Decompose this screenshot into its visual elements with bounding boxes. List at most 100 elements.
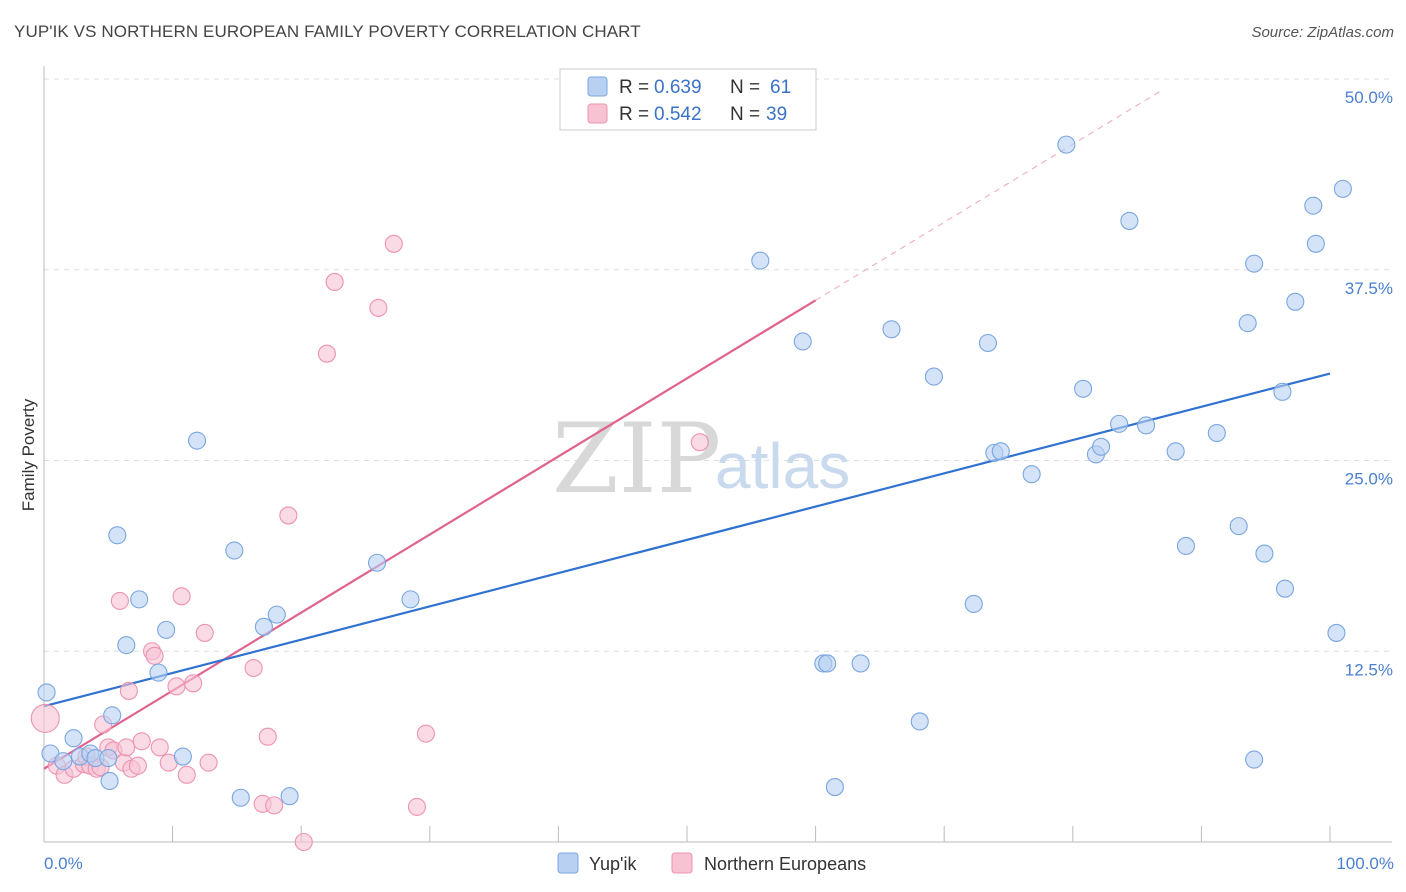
data-point-yupik	[1304, 196, 1323, 215]
legend-n-label-northern-europeans: N =	[730, 104, 760, 125]
data-point-yupik	[991, 442, 1010, 461]
chart-title: YUP'IK VS NORTHERN EUROPEAN FAMILY POVER…	[14, 22, 641, 41]
watermark-zip: ZIP	[552, 403, 721, 515]
correlation-legend: R = 0.639 N = 61 R = 0.542 N = 39	[559, 68, 817, 131]
y-tick-label: 37.5%	[1345, 279, 1393, 298]
data-point-northern-europeans	[317, 344, 336, 363]
data-point-northern-europeans	[265, 796, 284, 815]
data-point-yupik	[751, 251, 770, 270]
data-point-northern-europeans	[416, 724, 435, 743]
legend-r-value-yupik: 0.639	[654, 77, 702, 98]
legend-r-label-yupik: R =	[619, 77, 649, 98]
data-point-yupik	[130, 590, 149, 609]
trendline-extension-northern-europeans	[815, 89, 1164, 301]
data-point-northern-europeans	[172, 587, 191, 606]
x-tick-label-min: 0.0%	[44, 854, 83, 873]
data-point-yupik	[882, 320, 901, 339]
data-point-yupik	[1255, 544, 1274, 563]
data-point-northern-europeans	[110, 591, 129, 610]
data-point-yupik	[64, 729, 83, 748]
y-axis-label: Family Poverty	[19, 398, 38, 511]
data-point-northern-europeans	[325, 272, 344, 292]
bottom-legend-swatch-northern-europeans	[671, 852, 693, 874]
data-point-northern-europeans	[167, 677, 186, 696]
data-point-yupik	[978, 333, 997, 353]
data-point-yupik	[1110, 414, 1129, 433]
legend-n-value-northern-europeans: 39	[766, 104, 787, 125]
data-point-yupik	[793, 332, 812, 351]
data-point-yupik	[37, 683, 56, 702]
legend-r-value-northern-europeans: 0.542	[654, 104, 702, 125]
data-point-northern-europeans	[690, 433, 709, 452]
data-point-northern-europeans	[30, 703, 60, 733]
data-point-yupik	[1273, 382, 1292, 401]
data-point-yupik	[1057, 135, 1076, 154]
data-point-yupik	[825, 778, 844, 797]
data-point-northern-europeans	[119, 681, 138, 700]
y-tick-label: 50.0%	[1345, 88, 1393, 107]
data-point-northern-europeans	[294, 832, 313, 852]
data-point-yupik	[1166, 442, 1185, 461]
data-point-yupik	[173, 747, 192, 766]
series-legend: Yup'ik Northern Europeans	[557, 852, 866, 874]
data-point-northern-europeans	[199, 753, 218, 772]
source-label: Source: ZipAtlas.com	[1251, 24, 1394, 41]
y-tick-label: 12.5%	[1345, 660, 1393, 679]
data-point-northern-europeans	[132, 732, 151, 751]
data-point-yupik	[103, 706, 122, 725]
data-point-yupik	[1074, 379, 1093, 398]
data-point-yupik	[231, 788, 250, 807]
data-point-northern-europeans	[150, 738, 169, 757]
data-point-yupik	[99, 749, 118, 768]
data-point-yupik	[1137, 416, 1156, 435]
data-point-yupik	[1238, 314, 1257, 333]
watermark: ZIP atlas	[552, 403, 850, 515]
data-point-northern-europeans	[117, 738, 136, 757]
trendline-northern-europeans	[43, 299, 817, 770]
data-point-northern-europeans	[369, 298, 388, 317]
data-point-yupik	[1333, 179, 1352, 198]
legend-swatch-yupik	[587, 76, 608, 97]
data-point-yupik	[1092, 437, 1111, 456]
legend-swatch-northern-europeans	[587, 103, 608, 124]
bottom-legend-label-yupik: Yup'ik	[589, 854, 637, 874]
bottom-legend-label-northern-europeans: Northern Europeans	[704, 854, 866, 874]
data-point-yupik	[157, 620, 176, 639]
data-point-yupik	[187, 431, 207, 450]
series-yupik	[37, 135, 1352, 807]
y-tick-label: 25.0%	[1345, 470, 1393, 489]
data-point-yupik	[267, 605, 286, 624]
data-point-yupik	[401, 590, 420, 609]
legend-n-value-yupik: 61	[770, 77, 791, 98]
x-tick-label-max: 100.0%	[1336, 854, 1394, 873]
data-point-yupik	[1120, 211, 1139, 230]
data-point-yupik	[1207, 423, 1226, 443]
data-point-yupik	[108, 526, 127, 545]
data-point-yupik	[117, 636, 136, 655]
data-point-yupik	[1022, 465, 1041, 484]
data-point-northern-europeans	[384, 234, 403, 253]
data-point-yupik	[1286, 292, 1305, 311]
data-point-yupik	[1245, 254, 1264, 273]
data-point-northern-europeans	[279, 506, 298, 525]
data-point-yupik	[910, 712, 929, 731]
data-point-yupik	[149, 663, 168, 682]
data-point-northern-europeans	[145, 646, 164, 665]
data-point-yupik	[280, 787, 299, 806]
legend-r-label-northern-europeans: R =	[619, 104, 649, 125]
data-point-northern-europeans	[184, 674, 203, 693]
watermark-atlas: atlas	[715, 430, 850, 502]
data-point-yupik	[1229, 517, 1248, 536]
data-point-yupik	[924, 367, 943, 386]
data-point-yupik	[964, 594, 983, 613]
grid	[44, 78, 1392, 652]
data-point-northern-europeans	[258, 727, 277, 746]
data-point-yupik	[225, 541, 244, 560]
bottom-legend-swatch-yupik	[557, 852, 579, 874]
series-northern-europeans	[30, 234, 709, 852]
data-point-northern-europeans	[244, 658, 263, 678]
data-point-yupik	[1176, 536, 1196, 556]
data-point-yupik	[1275, 579, 1295, 598]
data-point-yupik	[1306, 234, 1325, 253]
